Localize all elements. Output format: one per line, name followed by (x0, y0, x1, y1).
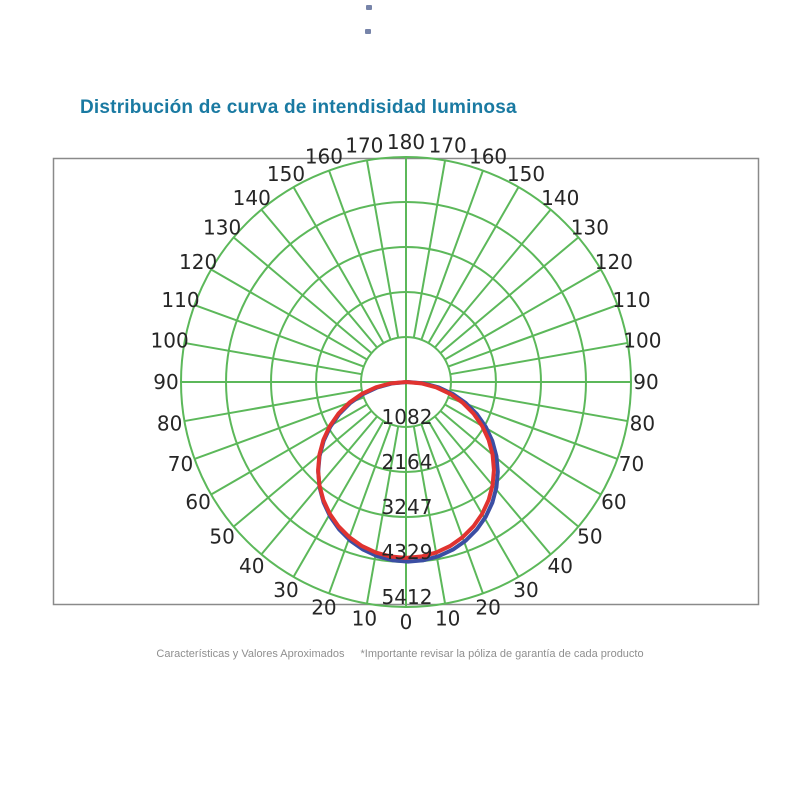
angle-label: 120 (179, 250, 217, 274)
grid-spoke (444, 268, 602, 361)
grid-spoke (412, 426, 447, 604)
grid-spoke (420, 423, 484, 594)
angle-label: 40 (548, 554, 573, 578)
grid-spoke (292, 186, 385, 344)
angle-label: 90 (633, 370, 658, 394)
page-title: Distribución de curva de intendisidad lu… (80, 96, 517, 118)
angle-label: 160 (469, 144, 507, 168)
angle-label: 90 (153, 370, 178, 394)
angle-label: 60 (601, 490, 626, 514)
footer-note-left: Características y Valores Aproximados (156, 648, 345, 660)
grid-spoke (232, 236, 373, 354)
footer-note: Características y Valores Aproximados *I… (0, 648, 800, 660)
speck-icon (366, 5, 372, 10)
footer-note-right: *Importante revisar la póliza de garantí… (360, 648, 644, 660)
grid-spoke (210, 268, 368, 361)
radial-tick-label: 3247 (382, 495, 433, 519)
grid-spoke (328, 170, 392, 341)
angle-label: 30 (513, 578, 538, 602)
angle-label: 20 (311, 596, 336, 620)
grid-spoke (194, 304, 365, 368)
grid-spoke (444, 403, 602, 496)
angle-label: 130 (571, 216, 609, 240)
angle-label: 110 (161, 288, 199, 312)
grid-spoke (194, 396, 365, 460)
radial-tick-label: 4329 (382, 540, 433, 564)
angle-label: 70 (619, 452, 644, 476)
angle-label: 140 (233, 186, 271, 210)
angle-label: 180 (387, 130, 425, 154)
grid-spoke (210, 403, 368, 496)
grid-spoke (439, 410, 580, 528)
angle-label: 170 (429, 134, 467, 158)
angle-label: 110 (612, 288, 650, 312)
angle-label: 100 (151, 328, 189, 352)
angle-label: 50 (209, 524, 234, 548)
grid-spoke (365, 160, 400, 338)
speck-icon (365, 29, 371, 34)
angle-label: 50 (577, 524, 602, 548)
angle-label: 20 (475, 596, 500, 620)
luminous-intensity-polar-chart: 0 10 10 20 20 30 30 40 40 50 50 60 60 70 70 80 80 90 90 100… (0, 130, 800, 690)
grid-spoke (232, 410, 373, 528)
grid-spoke (439, 236, 580, 354)
angle-label: 130 (203, 216, 241, 240)
grid-spoke (184, 388, 362, 423)
radial-tick-label: 1082 (382, 405, 433, 429)
grid-spoke (427, 420, 520, 578)
angle-label: 150 (267, 162, 305, 186)
angle-label: 30 (273, 578, 298, 602)
grid-spoke (450, 341, 628, 376)
angle-label: 120 (595, 250, 633, 274)
angle-label: 80 (630, 412, 655, 436)
angle-label: 60 (185, 490, 210, 514)
angle-label: 150 (507, 162, 545, 186)
grid-spoke (427, 186, 520, 344)
angle-label: 0 (400, 610, 413, 634)
grid-spoke (447, 396, 618, 460)
angle-label: 140 (541, 186, 579, 210)
angle-label: 160 (305, 144, 343, 168)
grid-spoke (412, 160, 447, 338)
grid-spoke (420, 170, 484, 341)
angle-label: 170 (345, 134, 383, 158)
grid-spoke (260, 208, 378, 349)
angle-label: 80 (157, 412, 182, 436)
radial-tick-label: 2164 (382, 450, 433, 474)
grid-spoke (365, 426, 400, 604)
grid-spoke (447, 304, 618, 368)
angle-label: 10 (435, 606, 460, 630)
grid-spoke (292, 420, 385, 578)
angle-label: 40 (239, 554, 264, 578)
grid-spoke (328, 423, 392, 594)
grid-spoke (184, 341, 362, 376)
angle-label: 10 (352, 606, 377, 630)
curve-red-path (316, 380, 496, 560)
angle-label: 100 (623, 328, 661, 352)
radial-tick-label: 5412 (382, 585, 433, 609)
grid-spoke (434, 208, 552, 349)
grid-spoke (450, 388, 628, 423)
angle-label: 70 (168, 452, 193, 476)
